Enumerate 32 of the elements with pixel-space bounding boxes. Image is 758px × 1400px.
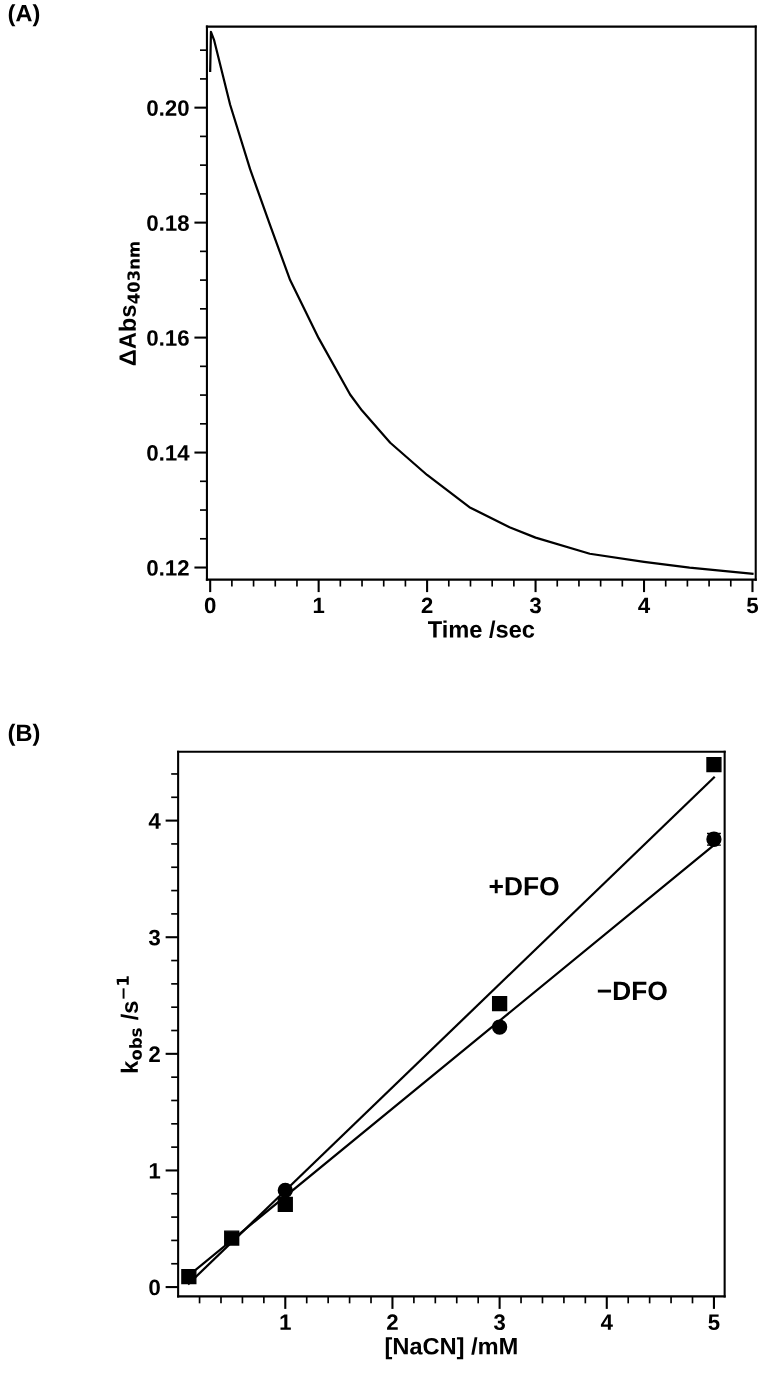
x-tick-label: 1 [313,597,325,614]
annotation: −DFO [597,981,667,1001]
x-tick-label: 1 [280,1314,291,1330]
y-tick-label: 4 [148,813,161,829]
x-tick-label: 5 [708,1314,720,1331]
x-tick-label: 3 [529,597,541,614]
y-axis-title: ΔAbs$_{403nm}$ [118,242,140,366]
y-tick-label: 0.18 [147,215,189,231]
x-tick-label: 0 [204,597,216,614]
x-tick-label: 5 [746,597,758,614]
x-axis-title: Time /sec [427,620,535,639]
y-tick-label: 0.14 [147,445,190,461]
y-tick-label: 1 [149,1163,161,1179]
y-tick-label: 0.20 [147,100,189,116]
point [491,996,508,1012]
x-tick-label: 2 [387,1314,398,1330]
point [706,756,722,773]
y-tick-label: 2 [149,1046,160,1062]
annotation: +DFO [489,876,559,896]
y-tick-label: 0.12 [147,560,189,576]
chart-title: (A) [8,4,40,27]
chart-title: (B) [8,723,40,746]
y-tick-label: 0 [149,1279,160,1296]
y-axis-title: k$_{obs}$ /s$^{−1}$ [116,976,142,1073]
x-tick-label: 4 [600,1314,613,1330]
x-tick-label: 2 [421,597,433,614]
y-tick-label: 3 [148,929,160,946]
x-tick-label: 3 [493,1314,505,1331]
x-axis-title: [NaCN] /mM [385,1337,517,1360]
x-tick-label: 4 [638,597,651,614]
y-tick-label: 0.16 [147,330,189,346]
line-series [209,30,754,575]
